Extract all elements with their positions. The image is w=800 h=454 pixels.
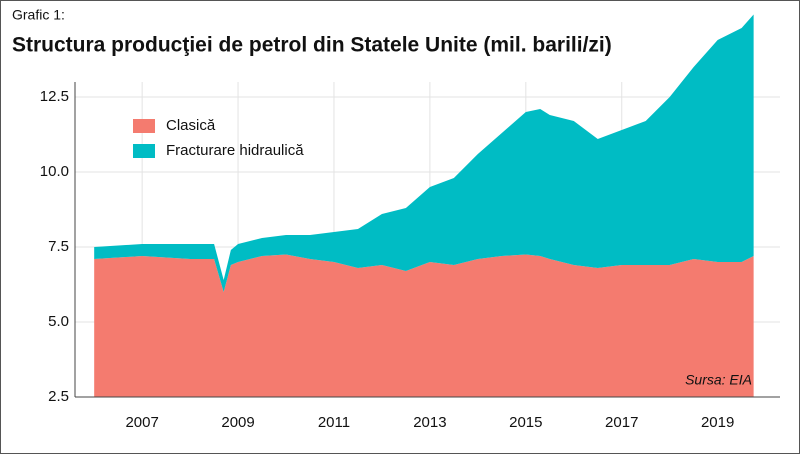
y-tick-label: 5.0 — [48, 313, 69, 330]
legend-label: Clasică — [166, 117, 216, 134]
x-tick-label: 2013 — [413, 414, 446, 431]
x-tick-label: 2007 — [125, 414, 158, 431]
y-tick-label: 7.5 — [48, 238, 69, 255]
x-tick-label: 2015 — [509, 414, 542, 431]
y-tick-label: 12.5 — [40, 88, 69, 105]
chart-supertitle: Grafic 1: — [12, 7, 65, 23]
legend-swatch — [133, 119, 155, 133]
x-tick-label: 2011 — [318, 414, 350, 431]
area — [94, 14, 754, 292]
legend-label: Fracturare hidraulică — [166, 142, 304, 159]
x-tick-label: 2017 — [605, 414, 638, 431]
y-tick-label: 10.0 — [40, 163, 69, 180]
area — [94, 254, 754, 397]
x-tick-label: 2009 — [221, 414, 254, 431]
legend-swatch — [133, 144, 155, 158]
y-tick-label: 2.5 — [48, 388, 69, 405]
x-tick-label: 2019 — [701, 414, 734, 431]
annotation: Sursa: EIA — [685, 372, 752, 388]
chart-title: Structura producţiei de petrol din State… — [12, 34, 612, 57]
